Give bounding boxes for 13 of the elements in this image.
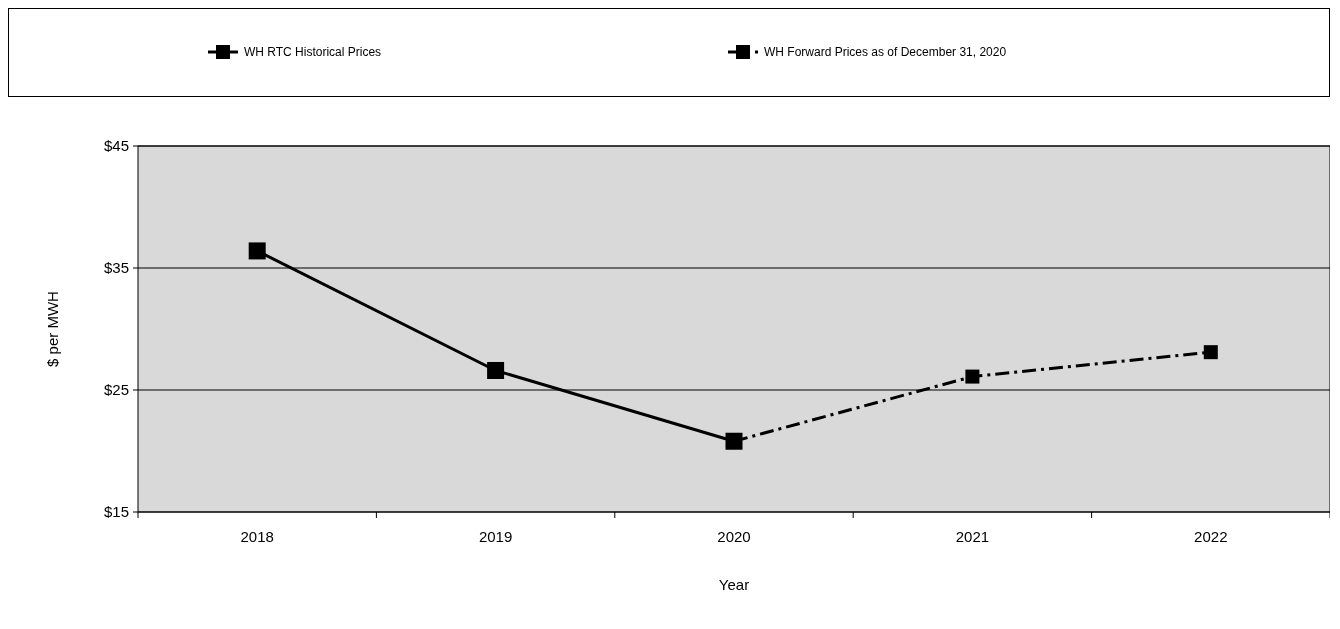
- legend-label: WH RTC Historical Prices: [244, 45, 382, 59]
- x-axis-title: Year: [718, 576, 750, 593]
- y-tick-label: $15: [103, 503, 129, 520]
- y-tick-label: $45: [103, 137, 129, 154]
- y-tick-label: $35: [103, 259, 129, 276]
- legend-label: WH Forward Prices as of December 31, 2020: [764, 45, 1007, 59]
- y-axis-title: $ per MWH: [44, 291, 61, 367]
- x-tick-label: 2022: [1194, 528, 1228, 545]
- x-tick-label: 2018: [240, 528, 274, 545]
- x-tick-label: 2019: [478, 528, 513, 545]
- x-tick-label: 2021: [955, 528, 990, 545]
- x-tick-label: 2020: [717, 528, 751, 545]
- y-tick-label: $25: [103, 381, 129, 398]
